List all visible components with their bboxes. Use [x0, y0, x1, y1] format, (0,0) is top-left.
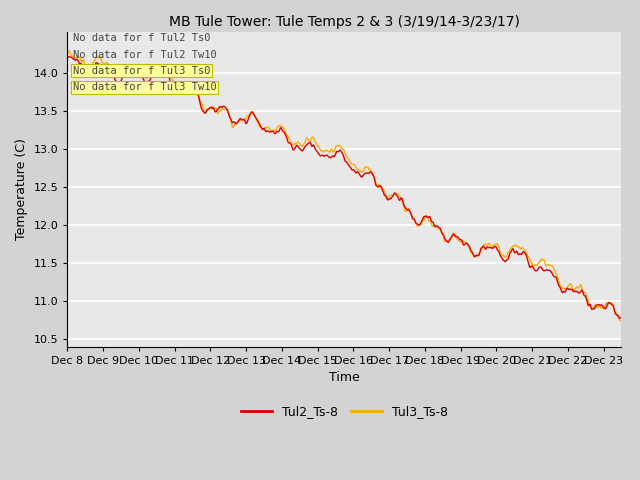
- X-axis label: Time: Time: [329, 372, 360, 384]
- Text: No data for f Tul3 Ts0: No data for f Tul3 Ts0: [73, 66, 211, 76]
- Text: No data for f Tul2 Tw10: No data for f Tul2 Tw10: [73, 49, 216, 60]
- Text: No data for f Tul3 Tw10: No data for f Tul3 Tw10: [73, 82, 216, 92]
- Text: No data for f Tul3 Tw10: No data for f Tul3 Tw10: [73, 82, 216, 92]
- Legend: Tul2_Ts-8, Tul3_Ts-8: Tul2_Ts-8, Tul3_Ts-8: [236, 400, 453, 423]
- Text: No data for f Tul2 Ts0: No data for f Tul2 Ts0: [73, 33, 211, 43]
- Title: MB Tule Tower: Tule Temps 2 & 3 (3/19/14-3/23/17): MB Tule Tower: Tule Temps 2 & 3 (3/19/14…: [169, 15, 520, 29]
- Y-axis label: Temperature (C): Temperature (C): [15, 138, 28, 240]
- Text: No data for f Tul3 Ts0: No data for f Tul3 Ts0: [73, 66, 211, 76]
